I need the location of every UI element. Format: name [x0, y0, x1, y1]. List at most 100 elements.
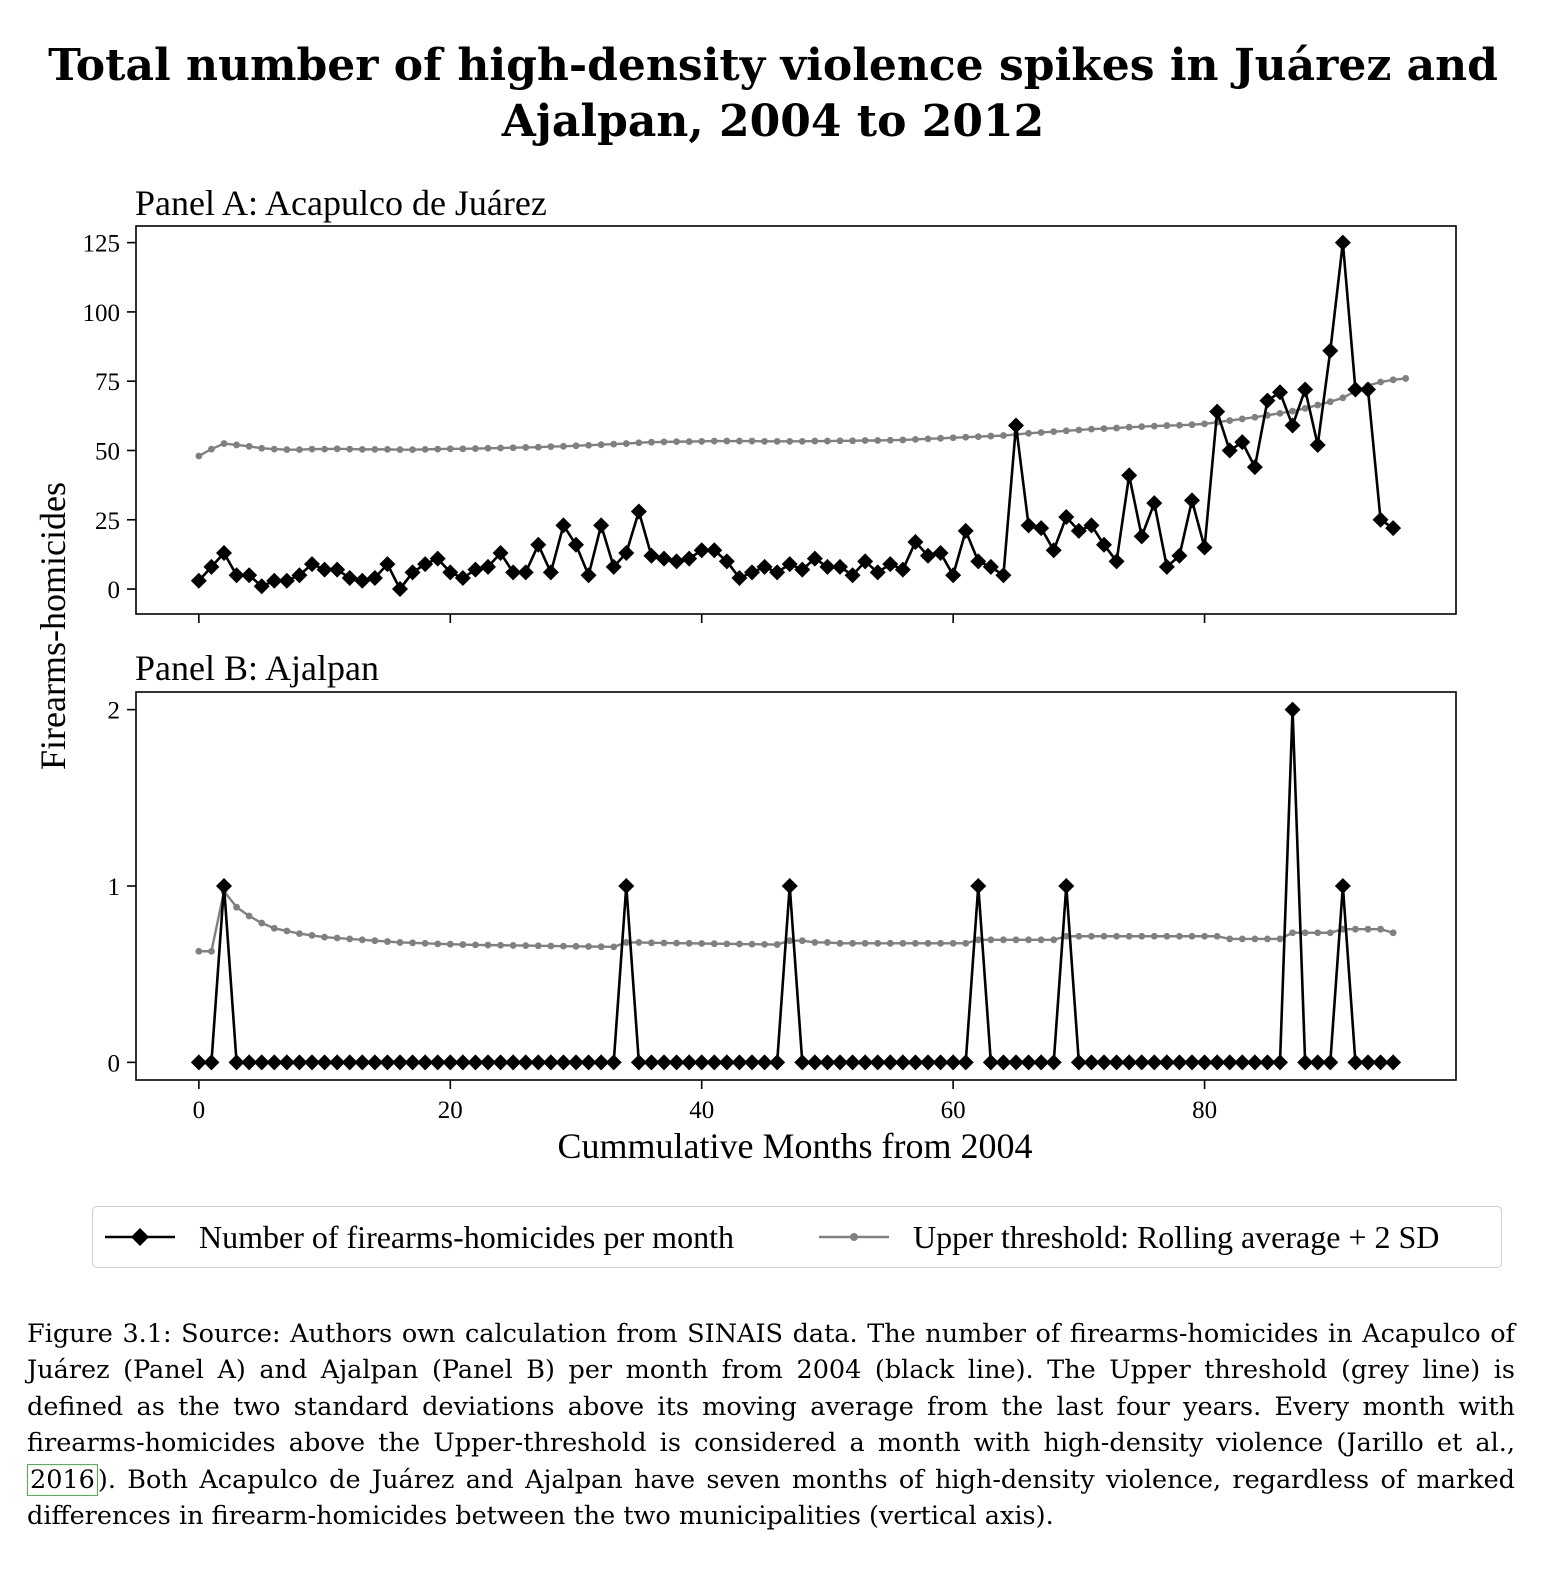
- y-axis-label: Firearms-homicides: [33, 482, 73, 770]
- panel-b-homicides-point: [681, 1054, 698, 1071]
- panel-a-homicides-point: [1234, 434, 1251, 451]
- panel-a-threshold-point: [220, 440, 228, 447]
- panel-b-homicides-point: [1234, 1054, 1251, 1071]
- panel-b-x-tick-label: 20: [438, 1097, 463, 1124]
- panel-a-title: Panel A: Acapulco de Juárez: [135, 183, 547, 223]
- panel-b-threshold-point: [258, 919, 266, 927]
- panel-b-series-threshold-line: [198, 890, 1394, 953]
- panel-a-threshold-point: [484, 444, 492, 452]
- panel-a-threshold-point: [358, 445, 366, 453]
- panel-a-homicides-point: [329, 561, 346, 578]
- panel-b-threshold-point: [886, 939, 894, 947]
- panel-b-threshold-point: [786, 937, 794, 945]
- panel-b-homicides-point: [819, 1054, 836, 1071]
- panel-a-threshold-point: [1088, 425, 1095, 433]
- panel-a-homicides-point: [819, 558, 836, 575]
- citation-link[interactable]: 2016: [27, 1463, 98, 1496]
- panel-a-homicides-point: [228, 567, 245, 584]
- panel-b-homicides-point: [1070, 1054, 1087, 1071]
- panel-a-homicides-point: [844, 567, 861, 584]
- panel-b-y-tick-label: 0: [108, 1050, 121, 1077]
- panel-a-threshold-point: [283, 446, 291, 454]
- panel-a-homicides-point: [379, 556, 396, 573]
- panel-b-homicides-point: [1360, 1054, 1376, 1071]
- panel-a-threshold-point: [371, 445, 379, 453]
- panel-b-threshold-point: [572, 942, 580, 950]
- panel-a-homicides-point: [1121, 467, 1138, 484]
- legend-label-homicides: Number of firearms-homicides per month: [199, 1218, 734, 1255]
- panel-b-homicides-point: [291, 1054, 308, 1071]
- panel-a-threshold-point: [660, 438, 668, 446]
- panel-b-threshold-point: [585, 943, 592, 950]
- panel-a-homicides-point: [1372, 511, 1389, 528]
- panel-a-homicides-point: [354, 572, 371, 589]
- panel-b-threshold-point: [1352, 925, 1359, 933]
- panel-a-homicides-point: [1070, 522, 1087, 539]
- panel-a-threshold-point: [924, 435, 932, 443]
- panel-b-threshold-point: [1326, 929, 1334, 937]
- chart-area: Panel A: Acapulco de Juárez 025507510012…: [33, 183, 1457, 1166]
- panel-a-homicides-point: [618, 545, 635, 562]
- panel-b-threshold-point: [648, 939, 655, 947]
- panel-b-homicides-point: [228, 1054, 245, 1071]
- panel-b-threshold-point: [949, 939, 957, 947]
- panel-a-threshold-point: [811, 437, 819, 445]
- panel-b-threshold-point: [1389, 929, 1397, 937]
- panel-a-homicides-point: [1033, 520, 1050, 537]
- panel-b-homicides-point: [580, 1054, 597, 1071]
- panel-a-threshold-point: [1025, 429, 1032, 437]
- panel-b-homicides-point: [706, 1054, 723, 1071]
- panel-a-homicides-point: [857, 553, 874, 570]
- panel-b-threshold-point: [1377, 925, 1384, 933]
- panel-a-threshold-point: [748, 437, 756, 445]
- panel-b-threshold-point: [1088, 932, 1095, 940]
- panel-b-homicides-point: [920, 1054, 936, 1071]
- panel-b-threshold-point: [1113, 932, 1120, 940]
- figure-caption: Figure 3.1: Source: Authors own calculat…: [27, 1316, 1515, 1534]
- panel-a-homicides-point: [1008, 417, 1024, 434]
- panel-b-threshold-point: [195, 947, 203, 955]
- panel-a-threshold-point: [635, 439, 643, 447]
- panel-a-homicides-point: [894, 561, 911, 578]
- panel-b-homicides-point: [1209, 1054, 1226, 1071]
- panel-b-homicides-point: [341, 1054, 358, 1071]
- panel-b-homicides-point: [253, 1054, 270, 1071]
- panel-a-threshold-point: [1326, 398, 1334, 406]
- panel-b-homicides-point: [505, 1054, 522, 1071]
- panel-a-threshold-point: [1339, 394, 1347, 402]
- panel-a-y-tick-label: 0: [108, 577, 121, 604]
- panel-b-threshold-point: [270, 924, 278, 932]
- panel-a-homicides-point: [1045, 542, 1062, 559]
- panel-a-threshold-point: [270, 445, 278, 453]
- panel-a-homicides-point: [920, 547, 936, 564]
- panel-a-threshold-point: [648, 438, 655, 446]
- panel-a-homicides-point: [517, 564, 534, 581]
- panel-b-threshold-point: [409, 939, 416, 947]
- panel-a-threshold-point: [1037, 429, 1045, 436]
- panel-a-homicides-point: [241, 567, 258, 584]
- panel-b-threshold-point: [1276, 935, 1284, 943]
- panel-a-threshold-point: [509, 444, 517, 452]
- panel-a-homicides-point: [1058, 509, 1075, 525]
- panel-b-threshold-point: [1213, 932, 1221, 940]
- panel-a-threshold-point: [1289, 407, 1296, 415]
- panel-a-homicides-point: [1083, 517, 1100, 534]
- panel-b-threshold-point: [1075, 932, 1083, 940]
- panel-a-homicides-point: [630, 503, 647, 520]
- panel-a-threshold-point: [1138, 423, 1146, 431]
- panel-b-x-tick-label: 60: [941, 1097, 966, 1124]
- panel-a-homicides-point: [1259, 392, 1276, 409]
- panel-b-homicides-point: [492, 1054, 509, 1071]
- panel-b-threshold-point: [899, 939, 907, 947]
- panel-a-homicides-point: [392, 581, 408, 598]
- panel-a-homicides-point: [492, 545, 509, 562]
- panel-b-threshold-point: [874, 939, 882, 947]
- panel-b-threshold-point: [773, 941, 781, 948]
- panel-a-threshold-point: [673, 438, 680, 446]
- panel-b-homicides-point: [668, 1054, 685, 1071]
- panel-a-threshold-point: [610, 440, 618, 448]
- panel-b-homicides-point: [1259, 1054, 1276, 1071]
- panel-a-homicides-point: [1322, 342, 1339, 359]
- panel-b-threshold-point: [296, 930, 303, 938]
